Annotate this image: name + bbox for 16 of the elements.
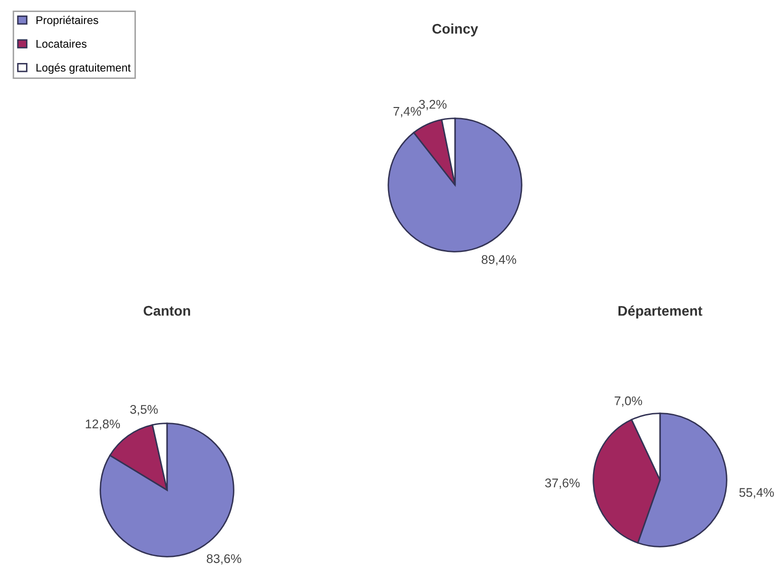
data-label: 83,6%: [206, 554, 242, 565]
data-label: 37,6%: [545, 478, 580, 489]
chart-title: Département: [618, 305, 702, 319]
chart-title: Canton: [144, 306, 190, 316]
legend-label: Locataires: [36, 40, 86, 48]
legend-label: Propriétaires: [36, 16, 98, 26]
legend-label: Logés gratuitement: [36, 63, 131, 74]
text: Coincy: [432, 24, 478, 36]
data-label: 7,4%: [394, 106, 421, 118]
data-label: 89,4%: [482, 255, 516, 266]
data-label: 7,0%: [614, 396, 642, 407]
data-label: 55,4%: [739, 488, 774, 498]
data-label: 12,8%: [86, 420, 120, 430]
data-label: 3,2%: [418, 100, 447, 110]
pie-slice: [388, 118, 522, 252]
data-label: 3,5%: [130, 404, 158, 416]
